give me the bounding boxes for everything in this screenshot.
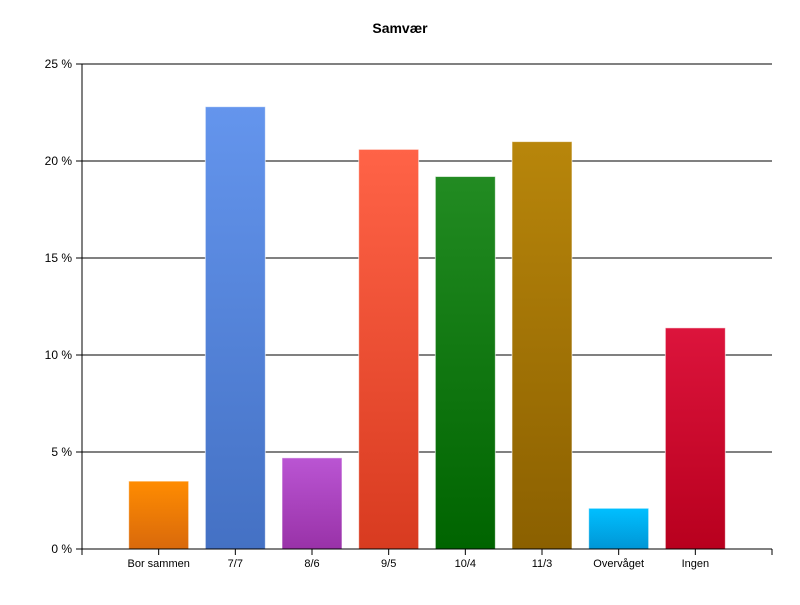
y-tick-label: 10 %: [45, 348, 73, 362]
y-tick-label: 0 %: [51, 542, 72, 556]
x-tick-label: 8/6: [304, 558, 319, 570]
bar-10-4: [434, 176, 496, 550]
x-tick-label: Overvåget: [593, 558, 644, 570]
bar-8-6: [281, 457, 343, 550]
x-tick-label: 7/7: [228, 558, 243, 570]
y-tick-label: 20 %: [45, 154, 73, 168]
y-tick-label: 15 %: [45, 251, 73, 265]
bar-overv-get: [588, 507, 650, 550]
y-tick-label: 5 %: [51, 445, 72, 459]
bar-7-7: [204, 106, 266, 550]
x-tick-label: 10/4: [455, 558, 476, 570]
bar-ingen: [664, 327, 726, 550]
x-tick-label: Bor sammen: [127, 558, 189, 570]
bar-bor-sammen: [128, 480, 190, 550]
bar-9-5: [358, 148, 420, 550]
x-tick-label: Ingen: [682, 558, 710, 570]
chart-title: Samvær: [372, 20, 428, 36]
y-tick-label: 25 %: [45, 57, 73, 71]
x-tick-label: 9/5: [381, 558, 396, 570]
x-tick-label: 11/3: [532, 558, 553, 570]
bar-11-3: [511, 141, 573, 550]
